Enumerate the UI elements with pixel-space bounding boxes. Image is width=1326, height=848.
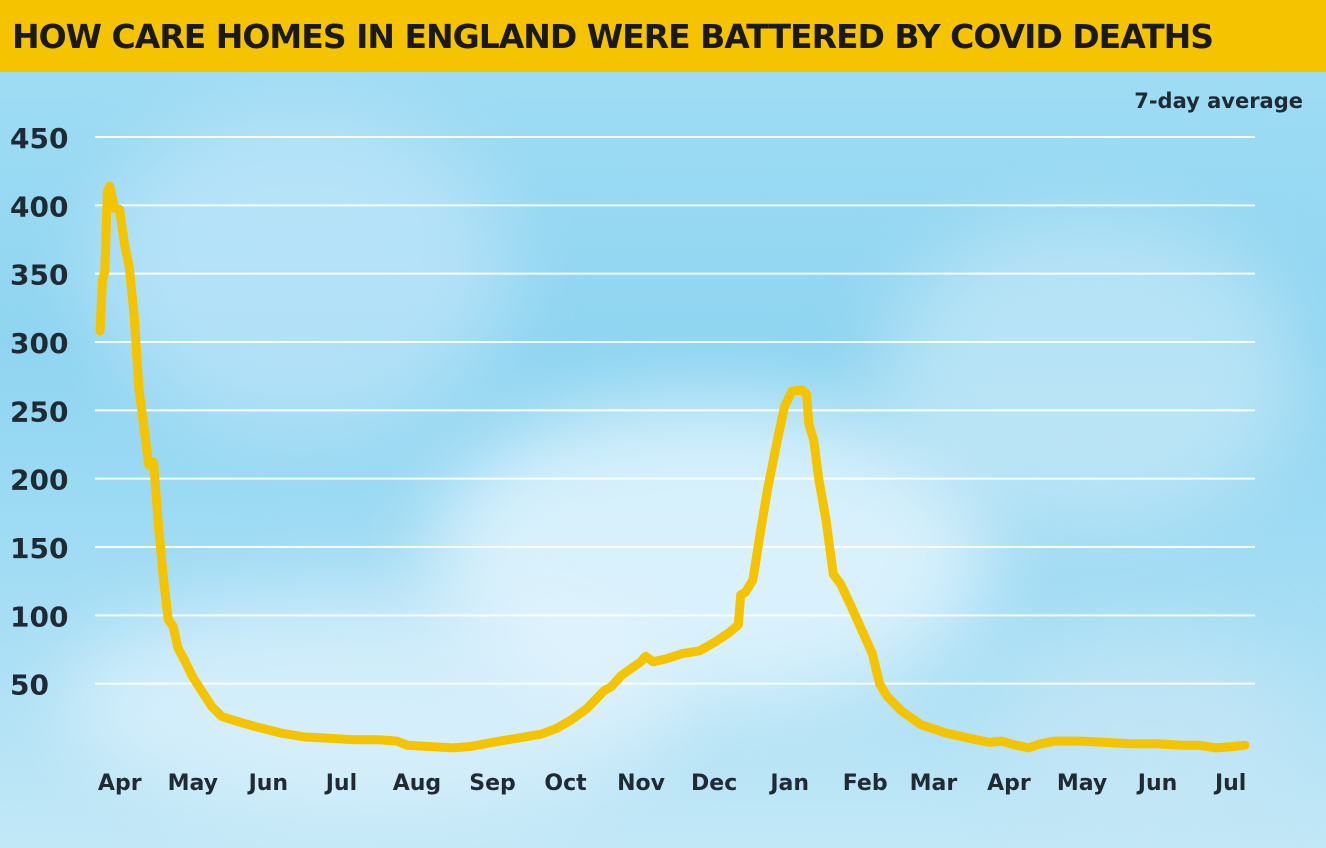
y-tick-label: 450	[10, 122, 68, 155]
x-tick-label: Jan	[768, 771, 809, 796]
y-tick-label: 150	[10, 532, 68, 565]
background-blob	[60, 592, 680, 812]
x-tick-label: Feb	[843, 771, 888, 796]
y-tick-label: 250	[10, 395, 68, 428]
x-tick-label: Jun	[247, 771, 289, 796]
background-blob	[880, 222, 1300, 522]
x-tick-label: Aug	[393, 771, 441, 796]
y-tick-label: 50	[10, 669, 49, 702]
x-tick-label: May	[1057, 771, 1107, 796]
x-tick-label: Nov	[617, 771, 666, 796]
x-tick-label: Jul	[1213, 771, 1246, 796]
chart-area: 50 100 150 200 250 300 350 400 450 Apr May Jun Jul Au…	[0, 72, 1326, 848]
x-tick-label: Mar	[910, 771, 958, 796]
y-tick-label: 350	[10, 259, 68, 292]
x-tick-label: May	[168, 771, 218, 796]
x-tick-label: Jul	[324, 771, 357, 796]
chart-title: HOW CARE HOMES IN ENGLAND WERE BATTERED …	[12, 16, 1214, 56]
y-tick-label: 200	[10, 464, 68, 497]
chart-subtitle: 7-day average	[1134, 89, 1303, 113]
title-bar: HOW CARE HOMES IN ENGLAND WERE BATTERED …	[0, 0, 1326, 72]
y-tick-label: 100	[10, 600, 68, 633]
x-tick-label: Jun	[1136, 771, 1178, 796]
x-tick-label: Dec	[691, 771, 737, 796]
line-chart: 50 100 150 200 250 300 350 400 450 Apr May Jun Jul Au…	[10, 89, 1303, 796]
x-tick-label: Apr	[98, 771, 142, 796]
y-tick-label: 400	[10, 190, 68, 223]
y-tick-label: 300	[10, 327, 68, 360]
background-blob	[1000, 632, 1300, 832]
x-tick-label: Oct	[544, 771, 587, 796]
background-blob	[90, 112, 510, 432]
x-tick-label: Apr	[987, 771, 1031, 796]
x-tick-label: Sep	[469, 771, 516, 796]
series-line	[95, 181, 1250, 753]
